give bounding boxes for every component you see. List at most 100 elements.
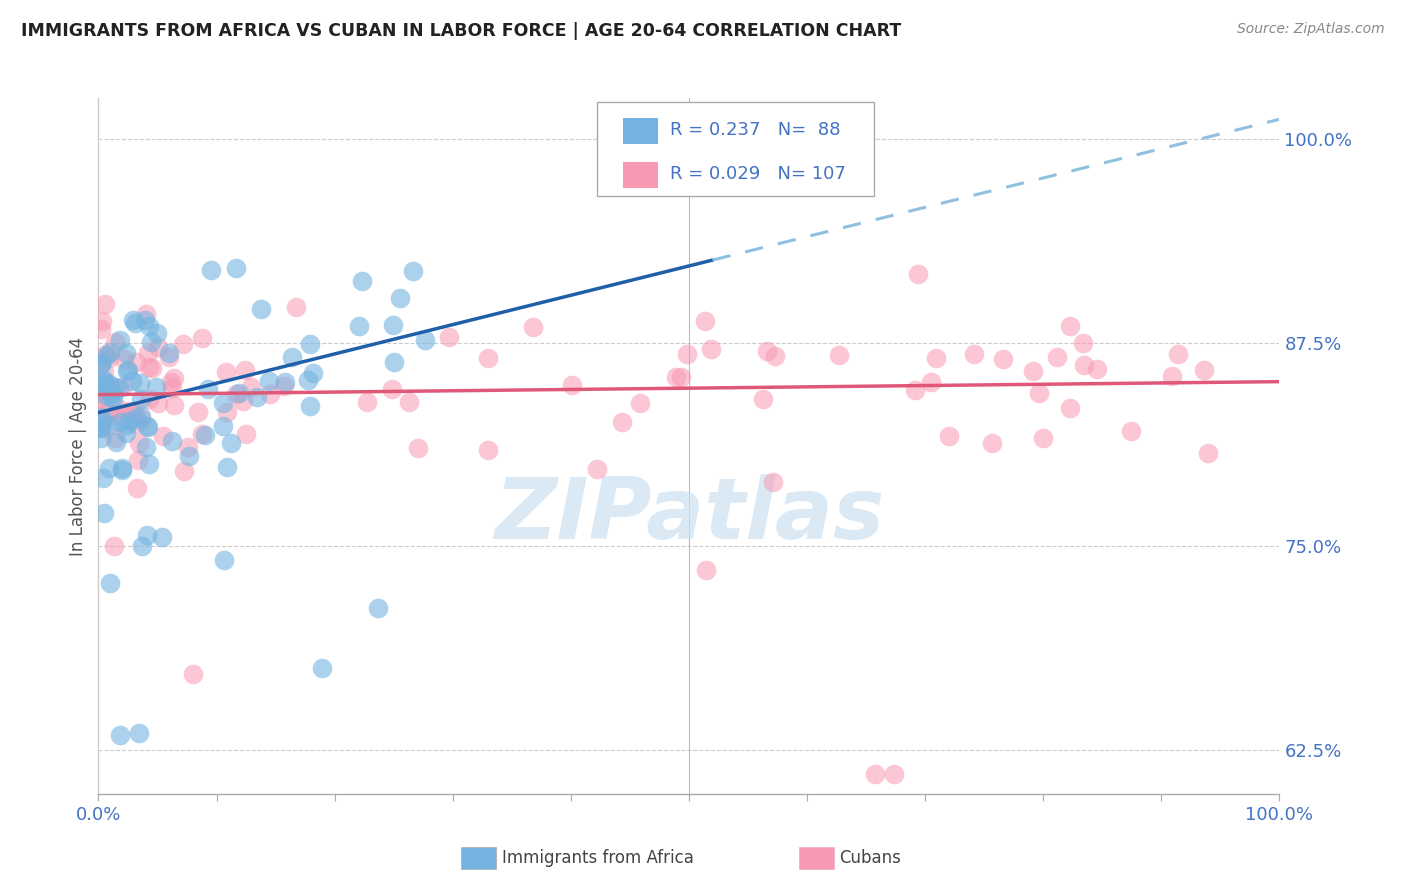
Point xyxy=(90,314,112,328)
Point xyxy=(865,767,887,781)
Point xyxy=(90,322,112,336)
Point xyxy=(186,404,208,418)
Point xyxy=(212,396,235,410)
Point xyxy=(1046,350,1069,364)
Point xyxy=(96,386,118,401)
Point xyxy=(907,267,929,281)
Point xyxy=(1032,431,1054,445)
Point xyxy=(90,357,112,371)
Point xyxy=(240,379,263,393)
Point xyxy=(401,264,423,278)
Point xyxy=(249,301,271,316)
Point xyxy=(212,553,235,567)
Point xyxy=(108,728,131,742)
Point xyxy=(177,440,200,454)
Point xyxy=(257,374,280,388)
Point xyxy=(389,291,412,305)
Point xyxy=(211,419,233,434)
Point xyxy=(352,274,374,288)
Point xyxy=(104,335,127,350)
Point xyxy=(152,429,174,443)
Point xyxy=(437,330,460,344)
Point xyxy=(160,375,183,389)
Point xyxy=(90,357,112,371)
Point xyxy=(160,434,183,449)
Point xyxy=(129,409,152,424)
Point xyxy=(135,528,157,542)
FancyBboxPatch shape xyxy=(596,102,875,195)
Text: Source: ZipAtlas.com: Source: ZipAtlas.com xyxy=(1237,22,1385,37)
Point xyxy=(115,406,138,420)
Point xyxy=(904,383,927,397)
Point xyxy=(124,316,146,330)
FancyBboxPatch shape xyxy=(623,161,658,188)
Point xyxy=(225,387,247,401)
Point xyxy=(90,421,112,435)
Point xyxy=(94,347,117,361)
Point xyxy=(408,442,430,456)
Point xyxy=(145,379,167,393)
Point xyxy=(93,365,115,379)
Point xyxy=(561,378,583,392)
Point xyxy=(131,412,153,426)
Point xyxy=(232,394,254,409)
Point xyxy=(163,398,186,412)
Point xyxy=(1073,335,1095,350)
Point xyxy=(676,346,699,360)
Point xyxy=(111,461,134,475)
Point xyxy=(299,337,322,351)
Point xyxy=(1192,363,1215,377)
Point xyxy=(177,449,200,463)
Text: IMMIGRANTS FROM AFRICA VS CUBAN IN LABOR FORCE | AGE 20-64 CORRELATION CHART: IMMIGRANTS FROM AFRICA VS CUBAN IN LABOR… xyxy=(21,22,901,40)
Point xyxy=(94,388,117,402)
Point xyxy=(104,434,127,449)
Point xyxy=(991,351,1014,366)
Point xyxy=(1059,401,1081,415)
Point xyxy=(90,398,112,412)
Point xyxy=(104,408,127,422)
Point xyxy=(299,400,322,414)
Point xyxy=(110,463,132,477)
Point xyxy=(762,475,785,490)
Point xyxy=(93,373,115,387)
Point xyxy=(98,345,121,359)
Point xyxy=(98,575,121,590)
Point xyxy=(1073,358,1095,372)
Point xyxy=(157,346,180,360)
Point xyxy=(104,431,127,445)
Point xyxy=(382,318,405,332)
Point xyxy=(138,392,160,407)
Point xyxy=(97,405,120,419)
Point xyxy=(100,385,122,400)
Point xyxy=(398,394,420,409)
Point xyxy=(131,392,153,407)
Point xyxy=(285,300,308,314)
Point xyxy=(367,601,389,615)
Point xyxy=(356,395,378,409)
Point xyxy=(121,374,143,388)
Point xyxy=(297,373,319,387)
Point xyxy=(139,334,162,349)
Point xyxy=(128,435,150,450)
Point xyxy=(90,352,112,367)
Point xyxy=(135,307,157,321)
Point xyxy=(138,345,160,359)
Point xyxy=(129,376,152,391)
Point xyxy=(91,417,114,431)
Point xyxy=(217,405,239,419)
Point xyxy=(194,428,217,442)
Point xyxy=(138,457,160,471)
Point xyxy=(127,481,149,495)
Point xyxy=(115,418,138,433)
Point xyxy=(695,564,717,578)
Point xyxy=(101,385,124,400)
Point xyxy=(125,410,148,425)
Point xyxy=(101,392,124,406)
Point xyxy=(585,462,607,476)
Point xyxy=(94,349,117,363)
Point xyxy=(382,355,405,369)
Point xyxy=(190,427,212,442)
Point xyxy=(197,382,219,396)
Point xyxy=(1028,385,1050,400)
Point xyxy=(90,391,112,405)
